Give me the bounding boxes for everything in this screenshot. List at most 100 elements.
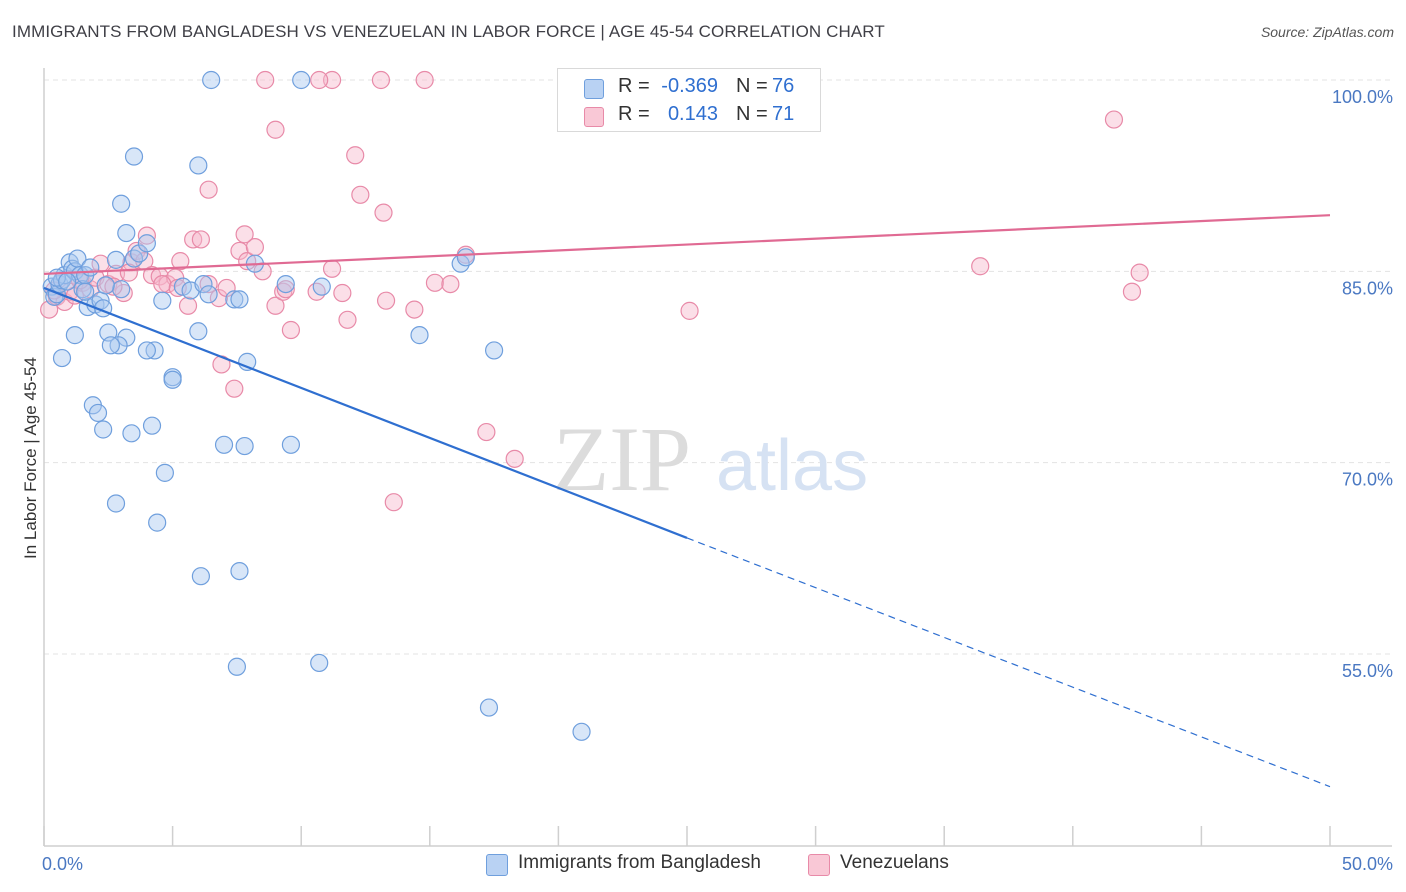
data-point — [376, 291, 396, 310]
correlation-legend: R = -0.369 N = 76 R = 0.143 N = 71 — [557, 68, 821, 132]
data-point — [194, 274, 213, 294]
data-point — [171, 252, 190, 271]
r-value-venezuelans: 0.143 — [667, 103, 718, 125]
pink-swatch — [584, 107, 604, 127]
y-tick-label: 70.0% — [1342, 470, 1393, 490]
data-point — [227, 657, 246, 676]
data-point — [292, 70, 311, 90]
n-label: N = — [736, 103, 768, 125]
data-point — [1122, 282, 1142, 301]
blue-swatch — [486, 854, 508, 876]
data-point — [191, 567, 210, 586]
data-point — [572, 722, 591, 741]
data-point — [209, 289, 228, 308]
data-point — [485, 341, 504, 360]
data-point — [225, 379, 244, 398]
venezuelans-points — [40, 70, 1149, 512]
data-point — [425, 273, 445, 292]
data-point — [214, 435, 234, 454]
data-point — [137, 341, 156, 360]
data-point — [441, 274, 460, 294]
data-point — [189, 322, 208, 341]
data-point — [81, 258, 100, 277]
watermark-zip: ZIP — [553, 408, 691, 510]
data-point — [312, 277, 331, 296]
data-point — [1104, 110, 1124, 129]
x-tick-label-max: 50.0% — [1342, 854, 1393, 874]
data-point — [276, 280, 295, 299]
data-point — [76, 282, 95, 301]
data-point — [88, 403, 108, 423]
data-point — [178, 296, 198, 315]
data-point — [384, 493, 403, 512]
data-point — [122, 424, 141, 443]
data-point — [117, 223, 136, 243]
data-point — [73, 280, 92, 299]
data-point — [137, 226, 156, 245]
legend-row-bangladesh: R = -0.369 N = 76 — [558, 73, 820, 101]
data-point — [479, 698, 499, 717]
data-point — [153, 274, 172, 294]
watermark-atlas: atlas — [716, 426, 868, 506]
data-point — [371, 70, 391, 90]
data-point — [680, 301, 699, 320]
trend-line-bangladesh-extrapolated — [686, 537, 1331, 788]
data-point — [230, 241, 249, 261]
trend-line-venezuelans — [43, 214, 1331, 275]
data-point — [191, 230, 210, 249]
y-tick-labels: 55.0% 70.0% 85.0% 100.0% — [1332, 87, 1393, 681]
trend-line-bangladesh — [43, 286, 688, 539]
data-point — [276, 274, 295, 294]
data-point — [346, 146, 365, 165]
data-point — [266, 296, 285, 315]
data-point — [124, 147, 144, 166]
data-point — [202, 70, 221, 90]
data-point — [281, 435, 301, 454]
data-point — [1130, 263, 1149, 282]
data-point — [184, 230, 203, 249]
watermark: ZIP atlas — [553, 408, 868, 510]
r-label: R = — [618, 103, 650, 125]
data-point — [971, 257, 990, 276]
data-point — [235, 436, 254, 456]
n-label: N = — [736, 75, 768, 97]
data-point — [307, 282, 326, 301]
y-tick-label: 100.0% — [1332, 87, 1393, 107]
axes — [43, 68, 1392, 847]
data-point — [322, 70, 342, 90]
data-point — [351, 185, 370, 204]
data-point — [266, 120, 285, 139]
source-label: Source: ZipAtlas.com — [1260, 24, 1394, 40]
data-point — [225, 290, 244, 309]
legend-row-venezuelans: R = 0.143 N = 71 — [558, 101, 820, 129]
data-point — [142, 266, 162, 285]
bangladesh-points — [42, 70, 591, 741]
data-point — [145, 341, 164, 360]
trend-lines — [43, 214, 1331, 788]
data-point — [199, 180, 218, 199]
y-tick-label: 85.0% — [1342, 278, 1393, 298]
data-point — [137, 234, 156, 253]
data-point — [333, 283, 352, 303]
data-point — [199, 274, 218, 294]
n-value-venezuelans: 71 — [772, 103, 795, 125]
data-point — [65, 326, 84, 345]
data-point — [112, 194, 131, 213]
data-point — [101, 336, 120, 355]
data-point — [148, 513, 167, 532]
legend-label-bangladesh: Immigrants from Bangladesh — [518, 852, 761, 873]
data-point — [405, 300, 424, 319]
data-point — [96, 276, 115, 295]
data-point — [338, 310, 357, 329]
data-point — [477, 422, 496, 442]
data-point — [155, 463, 174, 482]
y-axis-title: In Labor Force | Age 45-54 — [21, 357, 40, 559]
data-point — [322, 259, 342, 278]
data-point — [130, 244, 149, 263]
data-point — [117, 328, 136, 347]
data-point — [235, 225, 254, 244]
data-point — [199, 285, 218, 304]
data-point — [374, 203, 393, 222]
data-point — [505, 449, 524, 468]
